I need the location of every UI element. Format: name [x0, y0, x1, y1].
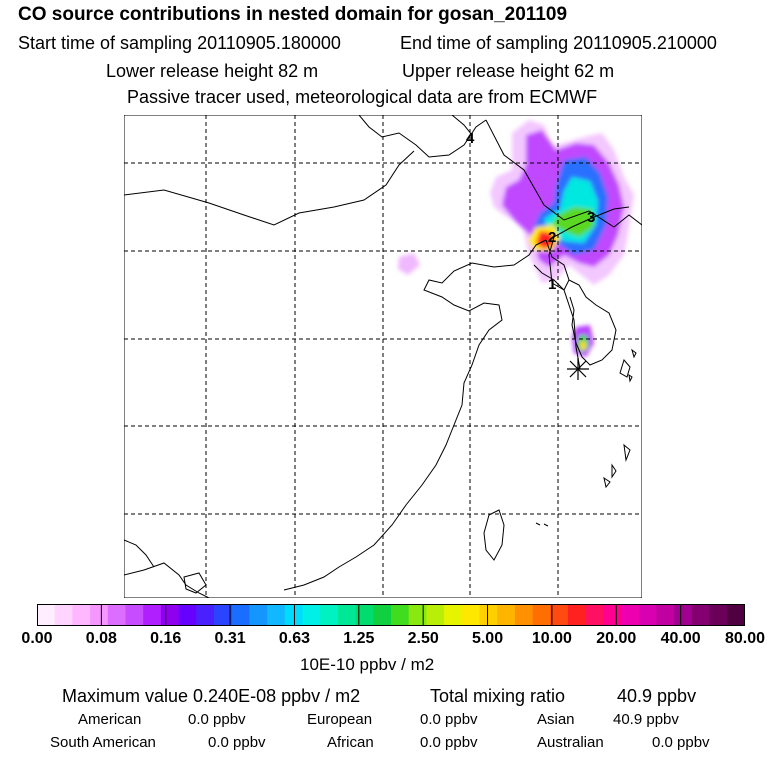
colorbar-tick-label: 40.00 [660, 630, 701, 647]
colorbar-cell [196, 604, 215, 626]
colorbar-cell [532, 604, 551, 626]
colorbar-tick-label: 2.50 [407, 630, 439, 647]
colorbar-cell [497, 604, 516, 626]
colorbar-cell [125, 604, 144, 626]
colorbar-cell [585, 604, 604, 626]
colorbar-cell [72, 604, 91, 626]
bohai-coast [283, 239, 547, 591]
manchuria-border [485, 119, 642, 228]
total-mixing-value: 40.9 ppbv [617, 686, 697, 706]
colorbar-cell [479, 604, 498, 626]
colorbar-tick-label: 10.00 [531, 630, 572, 647]
colorbar-cell [709, 604, 728, 626]
colorbar-cell [638, 604, 658, 626]
region-european-value: 0.0 ppbv [420, 711, 478, 728]
islands [535, 348, 637, 527]
colorbar-cell [674, 604, 693, 626]
korea [568, 279, 617, 366]
colorbar-cell [355, 604, 374, 626]
colorbar-cell [408, 604, 427, 626]
colorbar-cell [284, 604, 304, 626]
mongolia-border [124, 150, 415, 226]
colorbar-tick-label: 80.00 [724, 630, 766, 647]
colorbar-cell [656, 604, 675, 626]
plume-field [398, 120, 634, 357]
plot-title: CO source contributions in nested domain… [18, 4, 568, 25]
lower-release-height: Lower release height 82 m [106, 61, 319, 81]
colorbar-tick-label: 1.25 [343, 630, 375, 647]
colorbar-cell [621, 604, 640, 626]
colorbar-cell [426, 604, 445, 626]
colorbar-cell [267, 604, 286, 626]
plume-south-core [580, 341, 586, 351]
trajectory [451, 115, 630, 370]
region-south-american-value: 0.0 ppbv [208, 734, 266, 751]
track-label-3: 3 [587, 209, 595, 226]
region-american-name: American [78, 711, 142, 728]
maximum-value: Maximum value 0.240E-08 ppbv / m2 [62, 686, 361, 706]
region-american-value: 0.0 ppbv [188, 711, 246, 728]
colorbar-tick-label: 5.00 [471, 630, 504, 647]
track-label-4: 4 [466, 130, 475, 147]
colorbar-cell [373, 604, 392, 626]
colorbar-cell [302, 604, 321, 626]
colorbar-tick-label: 0.08 [85, 630, 117, 647]
colorbar-cell [178, 604, 197, 626]
colorbar-cell [231, 604, 250, 626]
coastlines [124, 115, 642, 598]
colorbar [37, 604, 745, 626]
colorbar-cell [691, 604, 711, 626]
colorbar-cell [160, 604, 180, 626]
colorbar-cell [444, 604, 463, 626]
taiwan [483, 509, 505, 561]
colorbar-cell [603, 604, 622, 626]
colorbar-cell [90, 604, 109, 626]
colorbar-tick-label: 0.16 [150, 630, 182, 647]
upper-release-height: Upper release height 62 m [402, 61, 615, 81]
colorbar-cell [337, 604, 357, 626]
plume-green [552, 207, 594, 237]
grid-lines [124, 115, 642, 598]
colorbar-cell [54, 604, 73, 626]
region-european-name: European [307, 711, 373, 728]
tracer-info: Passive tracer used, meteorological data… [127, 87, 598, 107]
japan-kyushu [619, 358, 631, 378]
colorbar-cell [514, 604, 534, 626]
colorbar-cell [214, 604, 233, 626]
colorbar-tick-label: 0.63 [278, 630, 311, 647]
yunnan-border [124, 539, 155, 568]
colorbar-cell [107, 604, 127, 626]
colorbar-cell [550, 604, 569, 626]
colorbar-cell [568, 604, 587, 626]
region-south-american-name: South American [50, 734, 156, 751]
colorbar-tick-label: 20.00 [596, 630, 637, 647]
colorbar-cell [320, 604, 339, 626]
total-mixing-label: Total mixing ratio [430, 686, 566, 706]
colorbar-cell [391, 604, 410, 626]
region-african-name: African [327, 734, 374, 751]
region-african-value: 0.0 ppbv [420, 734, 478, 751]
region-australian-value: 0.0 ppbv [652, 734, 710, 751]
colorbar-cell [727, 604, 745, 626]
colorbar-tick-label: 0.31 [214, 630, 246, 647]
region-asian-value: 40.9 ppbv [613, 711, 679, 728]
region-asian-name: Asian [537, 711, 575, 728]
colorbar-cell [461, 604, 481, 626]
liaodong [533, 239, 570, 291]
receptor-star-icon [567, 358, 589, 380]
end-time: End time of sampling 20110905.210000 [400, 33, 717, 53]
start-time: Start time of sampling 20110905.180000 [18, 33, 341, 53]
colorbar-cell [143, 604, 162, 626]
inland-border [124, 562, 210, 598]
colorbar-cell [37, 604, 56, 626]
hainan [183, 572, 207, 594]
region-australian-name: Australian [537, 734, 604, 751]
map-panel: 4 3 2 1 [124, 115, 642, 598]
colorbar-cell [249, 604, 268, 626]
track-label-2: 2 [548, 229, 556, 246]
colorbar-tick-label: 0.00 [21, 630, 53, 647]
track-label-1: 1 [548, 276, 556, 293]
colorbar-units: 10E-10 ppbv / m2 [300, 655, 435, 674]
plume-patch [398, 253, 420, 275]
